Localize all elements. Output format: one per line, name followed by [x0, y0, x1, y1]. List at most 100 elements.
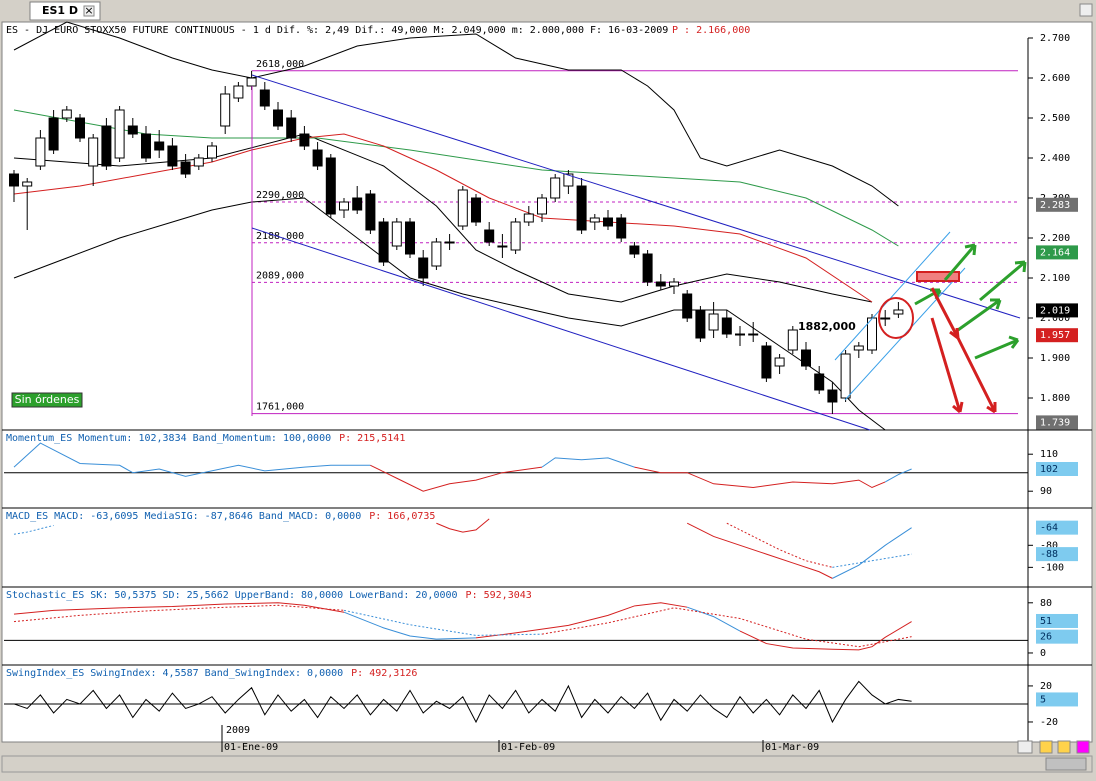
candle-body: [735, 333, 745, 336]
level-label: 2188,000: [256, 231, 304, 242]
candle-body: [589, 217, 600, 223]
toolbar-button[interactable]: [1057, 740, 1071, 754]
value-badge: [1036, 245, 1078, 260]
channel-line: [834, 231, 951, 361]
level-label: 2290,000: [256, 190, 304, 201]
value-badge: [1036, 328, 1078, 343]
candle-body: [22, 181, 33, 187]
indicator-line: [13, 442, 371, 477]
candle-body: [471, 197, 481, 223]
tab[interactable]: [29, 1, 101, 21]
candle-body: [669, 281, 679, 287]
indicator-line: [370, 464, 543, 492]
y-tick-label: 2.000: [1040, 313, 1070, 324]
indicator-line: [13, 197, 886, 431]
candle-body: [101, 125, 112, 167]
scroll-thumb[interactable]: [1045, 757, 1087, 771]
indicator-line: [343, 611, 477, 640]
candle-body: [312, 149, 323, 167]
value-badge-label: 2.283: [1040, 200, 1070, 211]
value-badge-label: 1.957: [1040, 330, 1070, 341]
date-label: 01-Feb-09: [501, 742, 555, 753]
candle-body: [220, 93, 231, 127]
value-badge: [1036, 303, 1078, 318]
indicator-line: [541, 457, 635, 468]
indicator-line: [13, 602, 345, 615]
candle-body: [286, 117, 297, 139]
candle-body: [391, 221, 402, 247]
value-badge: [1036, 197, 1078, 212]
candle-body: [616, 217, 627, 239]
candle-body: [708, 313, 719, 331]
toolbar-button[interactable]: [1039, 740, 1053, 754]
arrow: [943, 243, 977, 281]
indicator-line: [832, 553, 912, 568]
value-badge-label: 1.739: [1040, 417, 1070, 428]
candle-body: [827, 389, 838, 403]
candle-body: [180, 161, 191, 175]
indicator-line: [13, 680, 912, 724]
indicator-line: [726, 522, 833, 568]
indicator-line: [739, 621, 912, 651]
candle-body: [418, 257, 429, 279]
indicator-header: Stochastic_ES SK: 50,5375 SD: 25,5662 Up…: [6, 590, 458, 601]
level-label: 2089,000: [256, 270, 304, 281]
scrollbar[interactable]: [1, 755, 1093, 773]
indicator-header: MACD_ES MACD: -63,6095 MediaSIG: -87,864…: [6, 511, 361, 522]
indicator-line: [13, 524, 54, 535]
value-badge-label: 51: [1040, 616, 1052, 627]
candle-body: [193, 157, 204, 167]
y-tick-label: 0: [1040, 648, 1046, 659]
arrow: [930, 317, 964, 414]
year-label: 2009: [226, 725, 250, 736]
candle-body: [325, 157, 336, 215]
candle-body: [207, 145, 217, 159]
toolbar-button[interactable]: [1076, 740, 1090, 754]
value-badge: [1036, 547, 1078, 562]
candle-body: [853, 345, 864, 351]
window-close[interactable]: [1079, 3, 1093, 17]
arrow: [956, 337, 997, 414]
candle-body: [576, 185, 587, 231]
candle-body: [761, 345, 772, 379]
candle-body: [154, 141, 165, 151]
level-label: 1761,000: [256, 402, 304, 413]
value-badge: [1036, 415, 1078, 430]
y-tick-label: 2.200: [1040, 233, 1070, 244]
candle-body: [233, 85, 244, 99]
indicator-price: P: 592,3043: [466, 590, 532, 601]
candle-body: [457, 189, 468, 227]
indicator-line: [687, 606, 741, 632]
candle-body: [787, 329, 798, 351]
tab-close[interactable]: [83, 5, 95, 17]
candle-body: [431, 241, 442, 267]
indicator-line: [13, 21, 899, 207]
orders-button[interactable]: [11, 392, 83, 408]
candle-body: [497, 245, 508, 248]
indicator-line: [686, 522, 833, 579]
value-badge-label: 26: [1040, 632, 1052, 643]
drawings: [251, 74, 1027, 431]
y-tick-label: 90: [1040, 486, 1052, 497]
orders-button-label: Sin órdenes: [15, 393, 80, 406]
candle-body: [840, 353, 851, 399]
indicator-price: P: 166,0735: [369, 511, 435, 522]
header-price: P : 2.166,000: [672, 25, 750, 36]
y-tick-label: 1.800: [1040, 393, 1070, 404]
candle-body: [695, 309, 706, 339]
candle-body: [655, 281, 666, 287]
y-tick-label: 110: [1040, 449, 1058, 460]
channel-line: [251, 227, 871, 431]
y-tick-label: 1.900: [1040, 353, 1070, 364]
toolbar-button[interactable]: [1017, 740, 1033, 754]
indicator-line: [13, 109, 899, 247]
y-tick-label: 2.600: [1040, 73, 1070, 84]
candle-body: [299, 133, 310, 147]
candle-body: [814, 373, 825, 391]
indicator-line: [13, 133, 873, 303]
indicator-header: Momentum_ES Momentum: 102,3834 Band_Mome…: [6, 433, 331, 444]
y-tick-label: -20: [1040, 717, 1058, 728]
indicator-line: [343, 609, 543, 636]
candle-body: [444, 241, 455, 244]
y-tick-label: 2.100: [1040, 273, 1070, 284]
